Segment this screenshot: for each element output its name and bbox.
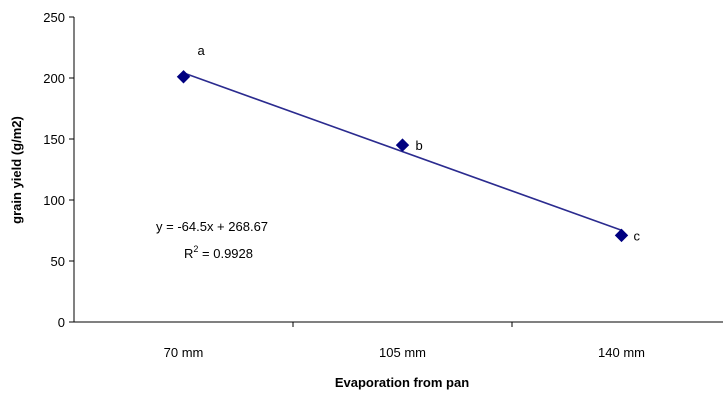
x-axis-title: Evaporation from pan [335, 375, 469, 390]
data-point [176, 70, 191, 84]
point-label: c [634, 228, 641, 243]
data-points: a b c [176, 43, 641, 243]
data-point [395, 138, 410, 152]
r-squared: R2 = 0.9928 [184, 244, 253, 261]
regression-equation: y = -64.5x + 268.67 [156, 219, 268, 234]
data-point [614, 228, 629, 243]
y-ticks: 0 50 100 150 200 250 [43, 10, 74, 330]
y-tick-label: 250 [43, 10, 65, 25]
y-tick-label: 0 [58, 315, 65, 330]
y-axis-title: grain yield (g/m2) [9, 116, 24, 224]
x-ticks: 70 mm 105 mm 140 mm [164, 322, 645, 360]
y-tick-label: 50 [51, 254, 65, 269]
r-squared-value: = 0.9928 [198, 246, 253, 261]
y-tick-label: 200 [43, 71, 65, 86]
point-label: b [416, 138, 423, 153]
r-squared-prefix: R [184, 246, 193, 261]
y-tick-label: 100 [43, 193, 65, 208]
r-squared-superscript: 2 [193, 244, 198, 254]
x-tick-label: 70 mm [164, 345, 204, 360]
x-tick-label: 105 mm [379, 345, 426, 360]
y-tick-label: 150 [43, 132, 65, 147]
point-label: a [198, 43, 206, 58]
x-tick-label: 140 mm [598, 345, 645, 360]
